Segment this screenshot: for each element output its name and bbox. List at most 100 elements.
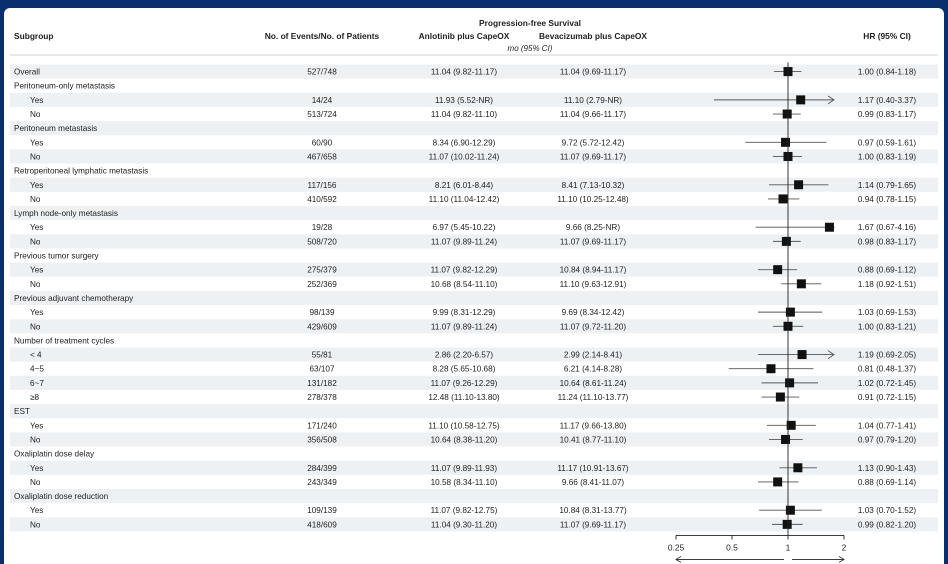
header-bevacizumab: Bevacizumab plus CapeOX [539,31,647,41]
hr-cell: 0.81 (0.48-1.37) [858,365,917,374]
subgroup-label: Yes [30,464,43,473]
header-anlotinib: Anlotinib plus CapeOX [419,31,510,41]
hr-cell: 0.97 (0.79-1.20) [858,435,917,444]
x-axis: 0.25 0.5 1 2 [668,535,847,563]
anlotinib-pfs-cell: 11.07 (9.89-11.24) [431,322,497,331]
bevacizumab-pfs-cell: 11.04 (9.66-11.17) [560,110,626,119]
anlotinib-pfs-cell: 11.04 (9.82-11.17) [431,68,497,77]
bevacizumab-pfs-cell: 11.17 (10.91-13.67) [557,464,629,473]
group-label: Previous adjuvant chemotherapy [14,294,134,303]
row-band [10,206,938,221]
hr-cell: 1.18 (0.92-1.51) [858,280,917,289]
bevacizumab-pfs-cell: 11.04 (9.69-11.17) [560,68,626,77]
bevacizumab-pfs-cell: 11.17 (9.66-13.80) [560,421,627,430]
bevacizumab-pfs-cell: 11.07 (9.72-11.20) [560,322,626,331]
subgroup-label: No [30,152,41,161]
hr-marker [785,378,795,388]
events-cell: 252/369 [307,280,337,289]
anlotinib-pfs-cell: 12.48 (11.10-13.80) [428,393,500,402]
events-cell: 63/107 [309,365,334,374]
bevacizumab-pfs-cell: 11.10 (2.79-NR) [564,96,622,105]
hr-cell: 1.03 (0.69-1.53) [858,308,917,317]
hr-marker [785,505,795,515]
hr-marker [794,180,804,190]
table-header: Progression-free Survival Subgroup No. o… [14,18,911,53]
anlotinib-pfs-cell: 11.07 (9.89-11.93) [431,464,497,473]
row-band [10,375,938,390]
bevacizumab-pfs-cell: 6.21 (4.14-8.28) [564,365,623,374]
hr-marker [796,95,806,105]
events-cell: 14/24 [312,96,333,105]
hr-marker [797,350,807,360]
events-cell: 508/720 [307,237,337,246]
hr-cell: 1.02 (0.72-1.45) [858,379,917,388]
group-label: Peritoneum metastasis [14,124,97,133]
row-band [10,92,938,107]
subgroup-label: Yes [30,96,43,105]
bevacizumab-pfs-cell: 11.07 (9.69-11.17) [560,152,626,161]
events-cell: 109/139 [307,506,337,515]
hr-cell: 0.99 (0.82-1.20) [858,520,917,529]
subgroup-label: No [30,195,41,204]
bevacizumab-pfs-cell: 10.64 (8.61-11.24) [560,379,627,388]
table-rows: Overall 527/748 11.04 (9.82-11.17) 11.04 (9… [14,68,916,530]
anlotinib-pfs-cell: 11.04 (9.30-11.20) [431,520,497,529]
subgroup-label: Yes [30,308,43,317]
events-cell: 98/139 [309,308,334,317]
anlotinib-pfs-cell: 10.68 (8.54-11.10) [431,280,498,289]
favours-left-arrowhead [675,556,682,563]
hr-marker [781,434,791,444]
group-label: Oxaliplatin dose reduction [14,492,109,501]
group-label: Previous tumor surgery [14,252,100,261]
hr-cell: 1.03 (0.70-1.52) [858,506,917,515]
bevacizumab-pfs-cell: 10.84 (8.31-13.77) [559,506,627,515]
events-cell: 55/81 [312,351,333,360]
hr-marker [782,109,792,119]
group-label: Retroperitoneal lymphatic metastasis [14,167,148,176]
events-cell: 171/240 [307,421,337,430]
anlotinib-pfs-cell: 2.86 (2.20-6.57) [435,351,494,360]
hr-cell: 1.17 (0.40-3.37) [858,96,917,105]
subgroup-label: No [30,280,41,289]
row-band [10,489,938,504]
subgroup-label: Yes [30,421,43,430]
events-cell: 513/724 [307,110,337,119]
anlotinib-pfs-cell: 11.10 (10.58-12.75) [428,421,500,430]
subgroup-label: 4~5 [30,365,44,374]
anlotinib-pfs-cell: 11.93 (5.52-NR) [435,96,493,105]
subgroup-label: Yes [30,138,43,147]
hr-cell: 0.91 (0.72-1.15) [858,393,917,402]
anlotinib-pfs-cell: 10.64 (8.38-11.20) [431,435,498,444]
hr-cell: 1.13 (0.90-1.43) [858,464,917,473]
anlotinib-pfs-cell: 9.99 (8.31-12.29) [433,308,496,317]
subgroup-label: No [30,322,41,331]
ci-arrow [827,95,835,105]
events-cell: 410/592 [307,195,337,204]
ci-arrow [827,350,835,359]
group-label: Oxaliplatin dose delay [14,450,95,459]
header-events: No. of Events/No. of Patients [265,31,380,41]
forest-plot: Progression-free Survival Subgroup No. o… [10,18,938,563]
hr-marker [796,279,806,289]
subgroup-label: 6~7 [30,379,44,388]
hr-cell: 0.88 (0.69-1.14) [858,478,917,487]
row-band [10,234,938,249]
anlotinib-pfs-cell: 11.10 (11.04-12.42) [429,195,500,204]
hr-cell: 0.98 (0.83-1.17) [858,237,917,246]
events-cell: 60/90 [312,138,333,147]
header-hr: HR (95% CI) [863,31,911,41]
subgroup-label: Yes [30,506,43,515]
subgroup-label: No [30,435,41,444]
forest-plot-panel: Progression-free Survival Subgroup No. o… [4,8,944,564]
hr-marker [778,194,788,204]
row-band [10,290,938,306]
group-label: Lymph node-only metastasis [14,209,118,218]
row-band [10,347,938,362]
events-cell: 284/399 [307,464,337,473]
bevacizumab-pfs-cell: 2.99 (2.14-8.41) [564,351,623,360]
x-tick-label: 2 [842,542,847,552]
hr-cell: 1.04 (0.77-1.41) [858,421,917,430]
bevacizumab-pfs-cell: 10.84 (8.94-11.17) [560,266,627,275]
row-band [10,517,938,532]
